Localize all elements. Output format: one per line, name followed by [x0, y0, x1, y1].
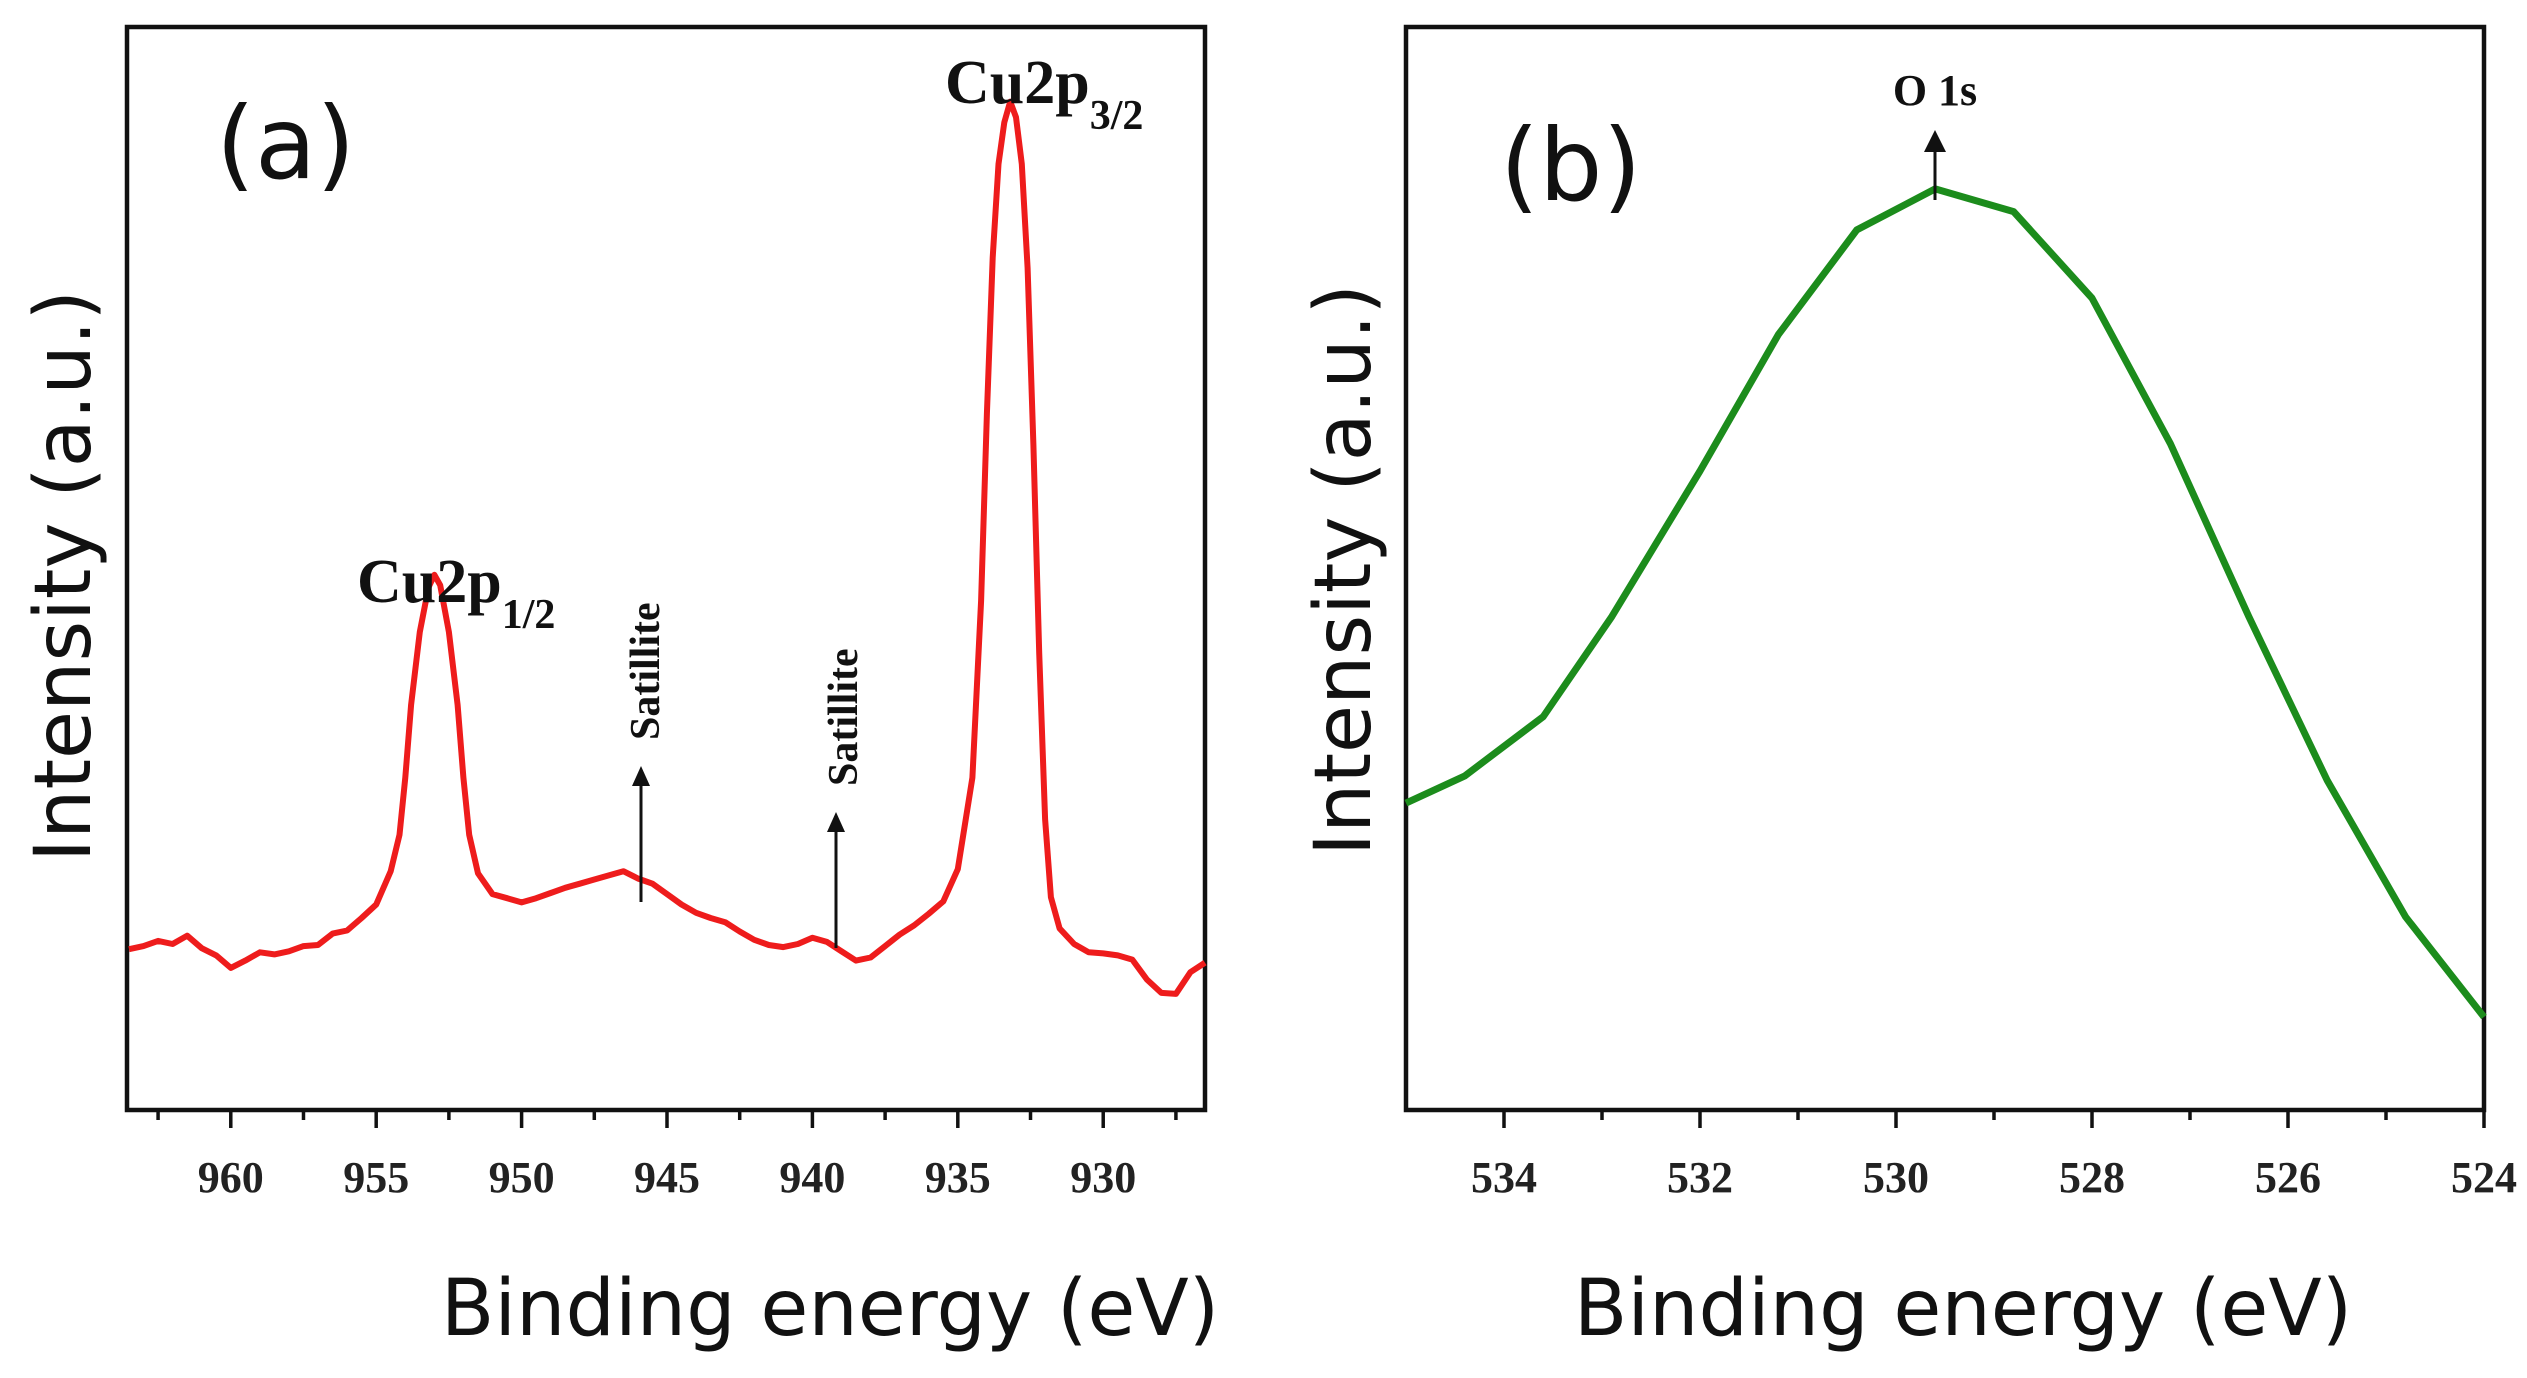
x-tick-label: 945 [634, 1153, 700, 1202]
x-tick-label: 955 [343, 1153, 409, 1202]
panel-b-x-axis-title: Binding energy (eV) [1574, 1264, 2352, 1354]
cu2p32-main: Cu2p [945, 49, 1090, 117]
panel-a-label: (a) [216, 85, 355, 202]
cu2p32-label: Cu2p3/2 [945, 49, 1143, 139]
panel-a-x-ticks: 960 955 950 945 940 935 930 [156, 1110, 1178, 1202]
cu2p32-sub: 3/2 [1090, 93, 1144, 139]
satellite-2-label: Satillite [821, 648, 867, 786]
x-tick-label: 950 [489, 1153, 555, 1202]
panel-b-frame [1403, 24, 2487, 1113]
x-tick-label: 528 [2059, 1153, 2125, 1202]
x-tick-label: 530 [1863, 1153, 1929, 1202]
panel-a-series-line [128, 98, 1207, 997]
x-tick-label: 960 [198, 1153, 264, 1202]
o1s-label: O 1s [1893, 66, 1977, 115]
x-tick-label: 940 [779, 1153, 845, 1202]
x-tick-label: 930 [1070, 1153, 1136, 1202]
panel-b-label: (b) [1500, 107, 1642, 224]
o1s-arrow-head [1924, 130, 1946, 152]
x-tick-label: 534 [1471, 1153, 1537, 1202]
x-tick-label: 532 [1667, 1153, 1733, 1202]
x-tick-label: 935 [925, 1153, 991, 1202]
panel-b: 534 532 530 528 526 524 (b) Binding energy (e… [1299, 24, 2517, 1354]
panel-a-y-axis-title: Intensity (a.u.) [19, 290, 109, 862]
panel-a: 960 955 950 945 940 935 930 (a) Binding energy… [19, 24, 1219, 1354]
cu2p12-label: Cu2p1/2 [357, 548, 555, 638]
panel-b-series-line [1404, 185, 2487, 1020]
cu2p12-main: Cu2p [357, 548, 502, 616]
satellite-1-arrow-head [632, 766, 650, 786]
panel-a-x-axis-title: Binding energy (eV) [441, 1264, 1219, 1354]
panel-b-y-axis-title: Intensity (a.u.) [1299, 284, 1389, 856]
satellite-1-label: Satillite [623, 602, 669, 740]
x-tick-label: 524 [2451, 1153, 2517, 1202]
x-tick-label: 526 [2255, 1153, 2321, 1202]
satellite-2-arrow-head [827, 812, 845, 832]
panel-b-x-ticks: 534 532 530 528 526 524 [1471, 1110, 2517, 1202]
cu2p12-sub: 1/2 [502, 592, 556, 638]
